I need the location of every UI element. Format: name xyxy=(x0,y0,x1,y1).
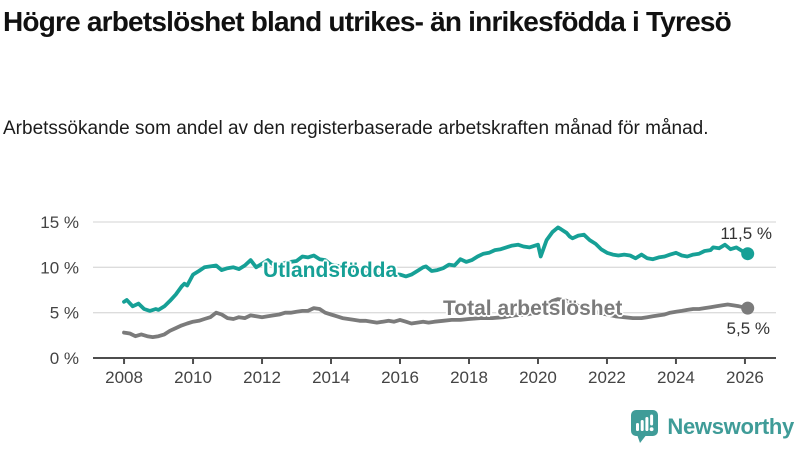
x-tick-label: 2012 xyxy=(243,368,281,387)
series-end-dot xyxy=(741,301,755,315)
y-tick-label: 15 % xyxy=(40,213,79,232)
series-label-total-arbetsloshet: Total arbetslöshet xyxy=(443,297,623,320)
series-line xyxy=(122,225,750,313)
x-tick-label: 2022 xyxy=(588,368,626,387)
newsworthy-logo[interactable]: Newsworthy xyxy=(630,409,794,444)
newsworthy-logo-text: Newsworthy xyxy=(667,413,794,439)
page-title: Högre arbetslöshet bland utrikes- än inr… xyxy=(3,6,732,37)
endpoint-value-total-arbetsloshet: 5,5 % xyxy=(726,319,770,338)
newsworthy-logo-icon xyxy=(631,410,659,443)
series-line xyxy=(122,297,750,340)
x-tick-label: 2024 xyxy=(657,368,695,387)
x-tick-label: 2026 xyxy=(726,368,764,387)
page-subtitle: Arbetssökande som andel av den registerb… xyxy=(3,118,709,139)
x-tick-label: 2020 xyxy=(519,368,557,387)
x-tick-label: 2016 xyxy=(381,368,419,387)
y-tick-label: 0 % xyxy=(50,349,79,368)
endpoint-value-utlandsfodda: 11,5 % xyxy=(720,224,772,243)
x-tick-label: 2008 xyxy=(105,368,143,387)
series-end-dot xyxy=(741,247,755,261)
series-label-utlandsfodda: Utlandsfödda xyxy=(263,259,398,282)
x-tick-label: 2014 xyxy=(312,368,350,387)
x-tick-label: 2010 xyxy=(174,368,212,387)
x-tick-label: 2018 xyxy=(450,368,488,387)
y-tick-label: 5 % xyxy=(50,304,79,323)
y-tick-label: 10 % xyxy=(40,258,79,277)
